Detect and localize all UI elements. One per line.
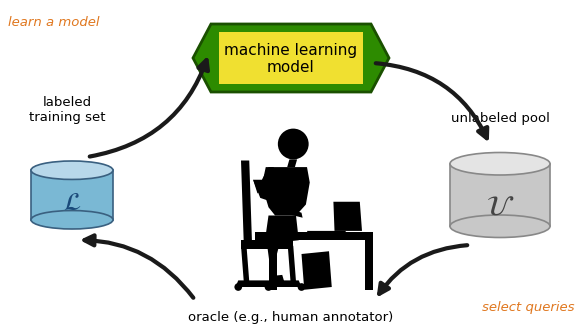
FancyArrowPatch shape xyxy=(84,235,193,298)
Ellipse shape xyxy=(450,153,550,175)
Ellipse shape xyxy=(31,161,113,179)
Polygon shape xyxy=(262,167,310,215)
Polygon shape xyxy=(236,281,301,287)
FancyArrowPatch shape xyxy=(379,245,467,294)
Polygon shape xyxy=(333,202,362,231)
FancyArrowPatch shape xyxy=(90,60,208,157)
Polygon shape xyxy=(193,24,389,92)
Polygon shape xyxy=(253,167,274,193)
Bar xyxy=(31,170,113,220)
Circle shape xyxy=(278,129,308,159)
Text: machine learning: machine learning xyxy=(225,42,357,57)
Text: select queries: select queries xyxy=(481,302,574,315)
Circle shape xyxy=(265,283,272,291)
Bar xyxy=(450,164,550,226)
Text: $\mathcal{L}$: $\mathcal{L}$ xyxy=(63,191,81,215)
Polygon shape xyxy=(253,180,279,204)
Polygon shape xyxy=(287,159,297,167)
Text: $\mathcal{U}$: $\mathcal{U}$ xyxy=(486,193,514,221)
Polygon shape xyxy=(255,232,373,240)
Text: oracle (e.g., human annotator): oracle (e.g., human annotator) xyxy=(189,312,393,325)
Polygon shape xyxy=(266,215,299,243)
Text: labeled
training set: labeled training set xyxy=(29,96,105,125)
Circle shape xyxy=(235,283,242,291)
Polygon shape xyxy=(241,246,249,282)
Polygon shape xyxy=(241,240,293,248)
Polygon shape xyxy=(241,161,252,243)
Ellipse shape xyxy=(450,215,550,237)
Polygon shape xyxy=(279,204,303,218)
Polygon shape xyxy=(271,275,285,285)
Text: unlabeled pool: unlabeled pool xyxy=(450,112,549,125)
Ellipse shape xyxy=(31,210,113,229)
Text: learn a model: learn a model xyxy=(8,15,100,28)
FancyBboxPatch shape xyxy=(219,32,363,84)
Polygon shape xyxy=(307,231,347,234)
FancyArrowPatch shape xyxy=(376,63,487,138)
Polygon shape xyxy=(288,246,296,282)
Circle shape xyxy=(297,283,306,291)
Polygon shape xyxy=(268,240,277,290)
Polygon shape xyxy=(301,251,332,290)
Text: model: model xyxy=(267,60,315,75)
Polygon shape xyxy=(266,235,279,276)
Polygon shape xyxy=(365,240,373,290)
